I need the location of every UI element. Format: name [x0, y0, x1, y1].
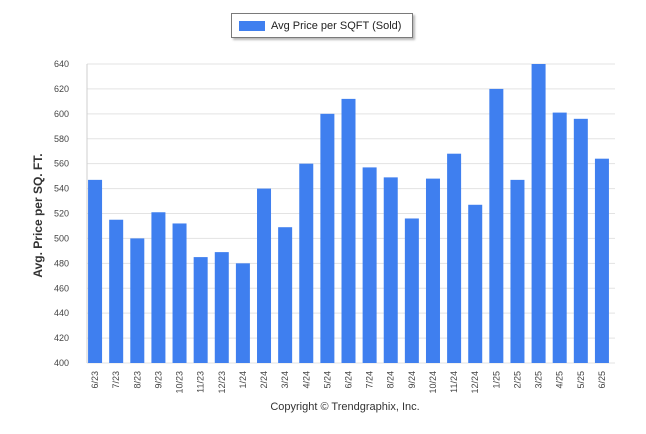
y-tick-label: 460	[54, 283, 69, 293]
bar-10-23	[172, 223, 187, 363]
bar-2-25	[510, 179, 525, 363]
bar-2-24	[257, 188, 272, 363]
bar-6-25	[594, 158, 609, 363]
x-tick-label: 11/23	[196, 371, 206, 393]
x-tick-label: 1/24	[238, 371, 248, 389]
x-tick-label: 4/24	[301, 371, 311, 389]
bar-9-23	[151, 212, 166, 363]
bar-1-24	[235, 263, 250, 363]
y-tick-label: 420	[54, 333, 69, 343]
x-tick-label: 11/24	[449, 371, 459, 393]
x-tick-label: 4/25	[555, 371, 565, 389]
bar-3-24	[278, 227, 293, 363]
x-tick-label: 3/24	[280, 371, 290, 389]
x-tick-label: 2/25	[512, 371, 522, 389]
bar-12-24	[468, 204, 483, 363]
x-tick-label: 3/25	[534, 371, 544, 389]
y-tick-label: 440	[54, 308, 69, 318]
bar-10-24	[425, 178, 440, 363]
bar-1-25	[489, 88, 504, 364]
bar-12-23	[214, 252, 229, 363]
x-tick-label: 12/23	[217, 371, 227, 394]
y-axis-label: Avg. Price per SQ. FT.	[31, 153, 45, 277]
x-tick-label: 10/23	[175, 371, 185, 394]
y-tick-label: 600	[54, 109, 69, 119]
x-tick-label: 8/24	[386, 371, 396, 389]
x-tick-label: 1/25	[491, 371, 501, 389]
bar-6-24	[341, 98, 356, 363]
legend-swatch	[239, 20, 265, 31]
legend: Avg Price per SQFT (Sold)	[231, 13, 413, 38]
y-tick-label: 520	[54, 209, 69, 219]
x-tick-label: 7/24	[365, 371, 375, 389]
bar-3-25	[531, 64, 546, 363]
bar-9-24	[404, 218, 419, 363]
bar-7-24	[362, 167, 377, 363]
bar-7-23	[109, 219, 124, 363]
bar-4-25	[552, 112, 567, 364]
x-tick-label: 5/25	[576, 371, 586, 389]
y-tick-label: 500	[54, 233, 69, 243]
y-tick-label: 560	[54, 159, 69, 169]
bar-8-24	[383, 177, 398, 363]
x-tick-label: 5/24	[322, 371, 332, 389]
bar-11-24	[447, 153, 462, 363]
x-tick-label: 6/25	[597, 371, 607, 389]
y-tick-label: 620	[54, 84, 69, 94]
x-tick-label: 7/23	[111, 371, 121, 389]
bar-4-24	[299, 163, 314, 363]
y-tick-label: 400	[54, 358, 69, 368]
x-tick-label: 8/23	[132, 371, 142, 389]
x-tick-label: 10/24	[428, 371, 438, 394]
x-tick-label: 6/24	[344, 371, 354, 389]
legend-label: Avg Price per SQFT (Sold)	[271, 19, 402, 32]
bar-6-23	[88, 179, 103, 363]
bar-5-24	[320, 113, 335, 363]
x-tick-label: 9/23	[153, 371, 163, 389]
y-tick-label: 580	[54, 134, 69, 144]
y-tick-label: 540	[54, 184, 69, 194]
x-tick-label: 12/24	[470, 371, 480, 394]
y-tick-label: 480	[54, 258, 69, 268]
bar-8-23	[130, 238, 145, 363]
x-tick-label: 9/24	[407, 371, 417, 389]
bar-11-23	[193, 257, 208, 363]
copyright-footer: Copyright © Trendgraphix, Inc.	[270, 401, 420, 413]
bar-5-25	[573, 118, 588, 363]
y-tick-label: 640	[54, 59, 69, 69]
x-tick-label: 2/24	[259, 371, 269, 389]
x-tick-label: 6/23	[90, 371, 100, 389]
